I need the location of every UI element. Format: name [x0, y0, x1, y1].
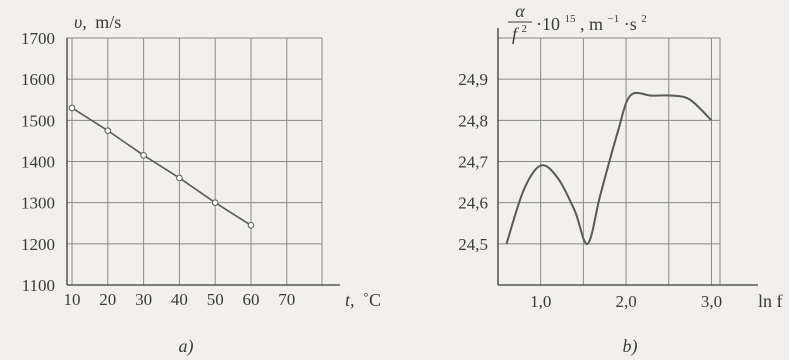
chart-a-x-ticks: 10 20 30 40 50 60 70 [64, 290, 296, 309]
chart-a-x-symbol: t, [345, 290, 355, 310]
chart-b-y-factor-base: ·10 [536, 14, 560, 34]
chart-a-y-tick: 1200 [21, 235, 55, 254]
chart-b-y-unit2: ·s [624, 14, 637, 34]
chart-b: 24,5 24,6 24,7 24,8 24,9 1,0 2,0 3,0 α f 2 ·10… [458, 1, 782, 357]
chart-b-series-line [505, 91, 713, 245]
chart-b-y-factor: ·10 15 , m −1 ·s 2 [536, 6, 647, 34]
chart-b-y-numerator: α [515, 1, 525, 21]
chart-a-y-tick: 1700 [21, 29, 55, 48]
chart-a-x-tick: 60 [243, 290, 260, 309]
chart-b-y-den-symbol: f [512, 24, 520, 44]
chart-b-x-label: ln f [758, 291, 783, 311]
chart-a-y-tick: 1400 [21, 153, 55, 172]
chart-a-x-tick: 50 [207, 290, 224, 309]
chart-b-y-tick: 24,6 [458, 194, 488, 213]
chart-a-point [176, 174, 183, 182]
chart-a-point [68, 104, 76, 112]
chart-a-caption: a) [179, 336, 194, 357]
chart-b-y-ticks: 24,5 24,6 24,7 24,8 24,9 [458, 70, 488, 254]
chart-a-x-tick: 20 [99, 290, 116, 309]
chart-a-x-tick: 10 [64, 290, 81, 309]
chart-a-x-tick: 70 [278, 290, 295, 309]
chart-b-y-tick: 24,7 [458, 153, 488, 172]
chart-b-y-denominator: f 2 [512, 23, 527, 44]
chart-b-y-tick: 24,8 [458, 111, 488, 130]
chart-a-series-line [71, 107, 252, 226]
chart-b-y-tick: 24,9 [458, 70, 488, 89]
chart-a-grid [67, 37, 323, 285]
chart-a-y-symbol: υ, [74, 12, 87, 32]
chart-b-y-unit2-exp: 2 [641, 13, 647, 25]
chart-a-y-tick: 1100 [22, 276, 55, 295]
chart-b-y-den-exp: 2 [522, 23, 528, 35]
chart-b-y-label: α f 2 ·10 15 , m −1 ·s 2 [508, 1, 647, 44]
chart-a-point [140, 152, 147, 159]
chart-b-y-tick: 24,5 [458, 235, 488, 254]
chart-b-x-tick: 2,0 [615, 292, 636, 311]
chart-b-x-ticks: 1,0 2,0 3,0 [530, 292, 722, 311]
chart-a-y-tick: 1600 [21, 70, 55, 89]
chart-b-x-tick: 1,0 [530, 292, 551, 311]
chart-b-y-unit: , m [580, 14, 603, 34]
chart-b-x-label-text: ln f [758, 291, 783, 311]
chart-a-x-unit: ˚C [363, 290, 381, 310]
chart-a-y-tick: 1300 [21, 194, 55, 213]
chart-b-y-unit-exp: −1 [608, 13, 620, 25]
chart-b-caption: b) [623, 336, 638, 357]
chart-a-point [211, 199, 219, 206]
chart-a-x-tick: 30 [135, 290, 152, 309]
chart-a-y-tick: 1500 [21, 111, 55, 130]
chart-a-y-ticks: 1100 1200 1300 1400 1500 1600 1700 [21, 29, 55, 295]
chart-a-series [68, 104, 255, 229]
chart-a: 1100 1200 1300 1400 1500 1600 1700 10 20 30 40 50 6… [21, 12, 381, 357]
chart-a-point [247, 222, 255, 229]
chart-a-y-label: υ, m/s [74, 12, 121, 32]
chart-b-y-factor-exp: 15 [565, 13, 577, 25]
chart-b-x-tick: 3,0 [701, 292, 722, 311]
chart-a-x-label: t, ˚C [345, 290, 381, 310]
chart-b-series [505, 91, 713, 245]
chart-a-y-unit: m/s [95, 12, 121, 32]
chart-a-point [104, 127, 112, 134]
chart-a-x-tick: 40 [171, 290, 188, 309]
chart-b-grid [498, 37, 721, 285]
